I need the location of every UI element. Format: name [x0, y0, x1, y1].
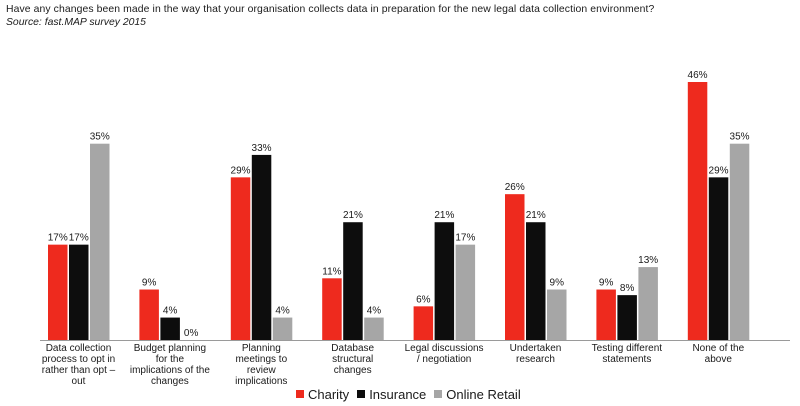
- category-label-7: None of the above: [670, 343, 766, 365]
- category-label-line: process to opt in: [41, 354, 116, 365]
- data-label-online-retail-5: 9%: [550, 278, 565, 289]
- data-label-insurance-6: 8%: [620, 283, 635, 294]
- bar-insurance-3: [343, 222, 363, 340]
- data-label-insurance-0: 17%: [69, 233, 89, 244]
- data-label-online-retail-1: 0%: [184, 328, 199, 339]
- category-label-line: structural: [332, 354, 374, 365]
- legend: Charity Insurance Online Retail: [296, 386, 529, 402]
- bar-insurance-4: [434, 222, 455, 340]
- data-label-insurance-1: 4%: [163, 306, 178, 317]
- category-label-1: Budget planning for the implications of th…: [122, 343, 218, 387]
- data-label-insurance-2: 33%: [252, 143, 272, 154]
- legend-swatch-insurance: [357, 390, 366, 398]
- data-label-charity-6: 9%: [599, 278, 614, 289]
- bar-insurance-0: [69, 244, 89, 340]
- category-label-line: implications: [235, 376, 288, 387]
- legend-label-insurance: Insurance: [369, 386, 427, 402]
- bar-insurance-6: [617, 295, 637, 340]
- data-label-insurance-3: 21%: [343, 210, 363, 221]
- category-label-line: for the: [155, 354, 185, 365]
- legend-item-insurance: Insurance: [357, 387, 426, 402]
- legend-label-online-retail: Online Retail: [446, 386, 521, 402]
- category-label-line: None of the: [692, 343, 745, 354]
- bar-charity-6: [596, 289, 616, 340]
- data-label-charity-1: 9%: [142, 278, 157, 289]
- chart-title: Have any changes been made in the way th…: [6, 4, 655, 15]
- category-label-line: Database: [331, 343, 375, 354]
- category-label-line: Planning: [241, 343, 281, 354]
- category-label-line: out: [71, 376, 86, 387]
- bar-online-retail-4: [455, 244, 476, 340]
- category-label-line: changes: [333, 365, 372, 376]
- bar-insurance-1: [160, 317, 180, 340]
- bar-insurance-5: [526, 222, 546, 340]
- data-label-online-retail-3: 4%: [367, 306, 382, 317]
- category-label-4: Legal discussions / negotiation: [396, 343, 492, 365]
- category-label-6: Testing different statements: [579, 343, 675, 365]
- legend-item-online-retail: Online Retail: [434, 386, 521, 402]
- data-label-charity-4: 6%: [416, 294, 431, 305]
- bar-online-retail-7: [729, 143, 750, 340]
- category-label-2: Planning meetings to review implications: [213, 343, 309, 387]
- category-label-line: review: [246, 365, 276, 376]
- category-label-line: statements: [602, 354, 652, 365]
- data-label-insurance-4: 21%: [434, 210, 454, 221]
- bar-online-retail-3: [364, 317, 384, 340]
- category-label-line: Legal discussions: [404, 343, 484, 354]
- legend-label-charity: Charity: [308, 386, 350, 402]
- bar-charity-4: [413, 306, 434, 340]
- data-label-charity-0: 17%: [48, 233, 68, 244]
- category-label-0: Data collection process to opt in rather t…: [31, 343, 127, 387]
- category-label-5: Undertaken research: [488, 343, 584, 365]
- data-label-online-retail-4: 17%: [455, 233, 475, 244]
- data-label-online-retail-7: 35%: [730, 132, 750, 143]
- data-label-charity-2: 29%: [231, 165, 251, 176]
- category-label-line: Budget planning: [133, 343, 207, 354]
- bar-online-retail-6: [638, 267, 658, 340]
- bar-insurance-2: [251, 154, 272, 340]
- category-label-line: / negotiation: [416, 354, 472, 365]
- legend-swatch-online-retail: [434, 390, 443, 398]
- data-label-insurance-7: 29%: [709, 165, 729, 176]
- bar-charity-0: [48, 244, 68, 340]
- bar-insurance-7: [708, 177, 729, 340]
- category-label-line: implications of the: [129, 365, 210, 376]
- data-label-charity-7: 46%: [688, 70, 708, 81]
- category-label-line: Testing different: [591, 343, 663, 354]
- bar-online-retail-2: [272, 317, 293, 340]
- legend-swatch-charity: [296, 390, 304, 398]
- data-label-online-retail-2: 4%: [275, 306, 290, 317]
- bar-charity-7: [687, 82, 708, 340]
- category-label-line: rather than opt –: [41, 365, 116, 376]
- category-label-3: Database structural changes: [305, 343, 401, 376]
- bar-charity-3: [322, 278, 342, 340]
- data-label-charity-3: 11%: [322, 266, 341, 277]
- category-label-line: research: [516, 354, 555, 365]
- chart-subtitle: Source: fast.MAP survey 2015: [6, 17, 146, 28]
- category-label-line: above: [704, 354, 732, 365]
- legend-item-charity: Charity: [296, 387, 349, 402]
- category-label-line: Undertaken: [509, 343, 562, 354]
- category-label-line: meetings to: [235, 354, 288, 365]
- bar-online-retail-5: [547, 289, 567, 340]
- data-label-insurance-5: 21%: [526, 210, 546, 221]
- bar-online-retail-0: [90, 143, 110, 340]
- data-label-online-retail-0: 35%: [90, 132, 110, 143]
- bar-charity-2: [230, 177, 251, 340]
- data-label-online-retail-6: 13%: [638, 255, 658, 266]
- bar-charity-1: [139, 289, 159, 340]
- data-label-charity-5: 26%: [505, 182, 525, 193]
- bar-charity-5: [505, 194, 525, 340]
- category-label-line: Data collection: [45, 343, 112, 354]
- category-label-line: changes: [150, 376, 189, 387]
